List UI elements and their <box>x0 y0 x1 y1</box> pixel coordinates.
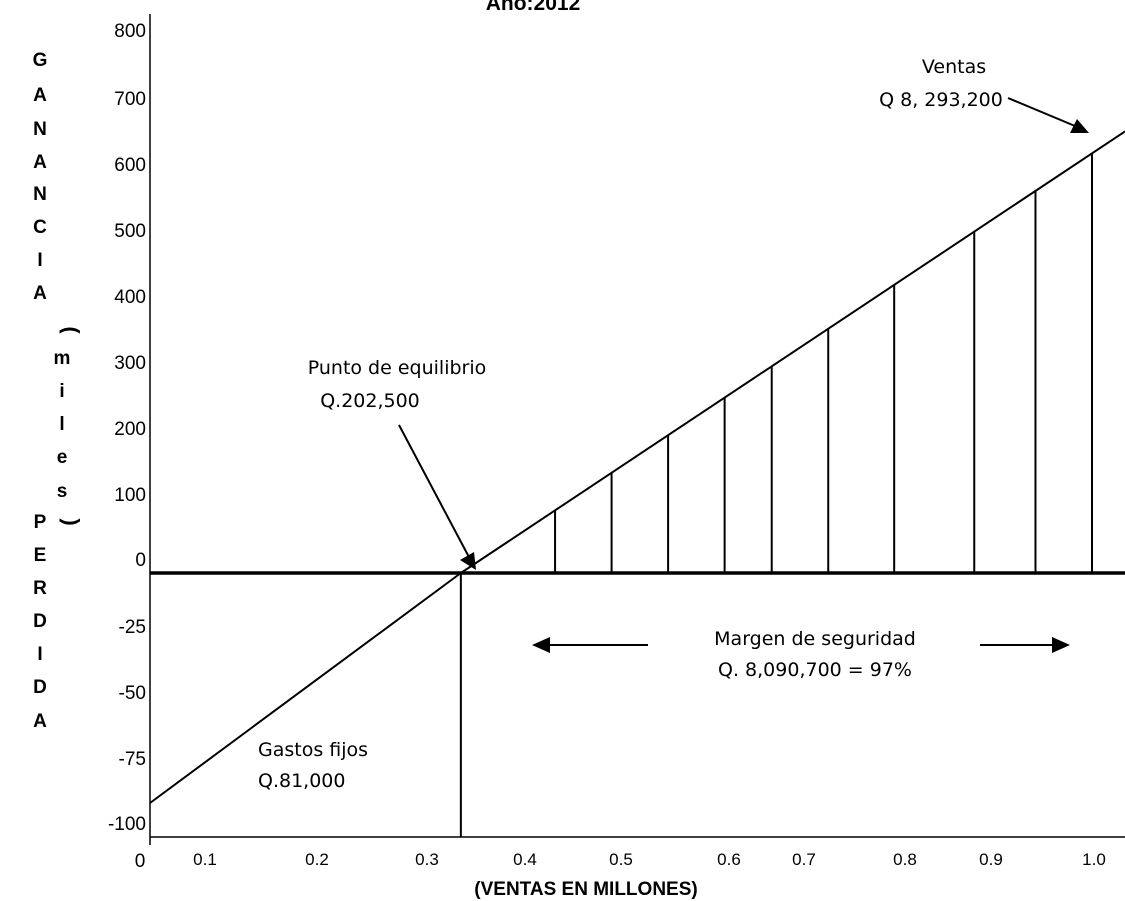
y-tick-label: -50 <box>119 683 146 704</box>
x-tick-label: 0.7 <box>792 850 816 869</box>
x-tick-label: 0.3 <box>415 850 439 869</box>
break-even-label: Punto de equilibrio <box>308 357 487 379</box>
sales-annotation: Ventas Q 8, 293,200 <box>879 56 1089 133</box>
y-label-letter: e <box>57 447 68 468</box>
y-label-letter: E <box>34 545 47 566</box>
y-label-paren-close: ) <box>59 518 84 525</box>
fixed-costs-value: Q.81,000 <box>258 770 345 792</box>
y-label-letter: A <box>33 152 47 173</box>
x-tick-label: 0.8 <box>893 850 917 869</box>
safety-margin-annotation: Margen de seguridad Q. 8,090,700 = 97% <box>532 628 1070 681</box>
y-label-letter: C <box>33 217 47 238</box>
y-label-letter: A <box>33 85 47 106</box>
chart-title: Año:2012 <box>486 0 581 15</box>
break-even-arrow-head <box>460 552 476 570</box>
y-tick-label: 0 <box>135 550 146 571</box>
y-tick-label: 500 <box>114 221 146 242</box>
x-origin-label: 0 <box>135 851 146 872</box>
y-tick-label: 100 <box>114 485 146 506</box>
y-label-letter: G <box>33 50 48 71</box>
break-even-value: Q.202,500 <box>320 390 420 412</box>
y-label-letter: A <box>33 283 47 304</box>
sales-arrow <box>1007 97 1076 127</box>
x-tick-label: 0.2 <box>305 850 329 869</box>
profit-line <box>460 130 1125 574</box>
margin-value: Q. 8,090,700 = 97% <box>718 659 912 681</box>
x-tick-label: 0.9 <box>979 850 1003 869</box>
y-label-letter: D <box>33 677 47 698</box>
y-tick-label: 700 <box>114 89 146 110</box>
x-tick-label: 0.4 <box>513 850 537 869</box>
break-even-arrow <box>398 424 471 560</box>
y-tick-label: -25 <box>119 617 146 638</box>
sales-label: Ventas <box>922 56 986 78</box>
fixed-costs-annotation: Gastos fijos Q.81,000 <box>258 739 368 792</box>
sales-value: Q 8, 293,200 <box>879 89 1003 111</box>
y-tick-label: 300 <box>114 353 146 374</box>
y-label-letter: s <box>57 481 68 502</box>
sales-arrow-head <box>1070 119 1089 133</box>
y-tick-label: 800 <box>114 21 146 42</box>
fixed-costs-label: Gastos fijos <box>258 739 368 761</box>
y-label-letter: i <box>59 381 64 402</box>
y-tick-label: -75 <box>119 749 146 770</box>
y-tick-label: -100 <box>108 814 146 835</box>
margin-label: Margen de seguridad <box>714 628 916 650</box>
break-even-annotation: Punto de equilibrio Q.202,500 <box>308 357 487 570</box>
x-axis-label: (VENTAS EN MILLONES) <box>474 879 697 900</box>
y-label-letter: R <box>33 578 47 599</box>
x-tick-labels: 0.1 0.2 0.3 0.4 0.5 0.6 0.7 0.8 0.9 1.0 <box>193 850 1106 869</box>
y-tick-label: 400 <box>114 287 146 308</box>
y-label-letter: P <box>34 512 47 533</box>
y-label-letter: N <box>33 184 47 205</box>
y-label-paren-open: ( <box>59 326 84 334</box>
x-tick-label: 0.6 <box>717 850 741 869</box>
y-label-letter: N <box>33 119 47 140</box>
x-tick-label: 0.1 <box>193 850 217 869</box>
y-label-letter: D <box>33 611 47 632</box>
y-label-letter: I <box>37 644 42 665</box>
y-label-letter: l <box>59 414 64 435</box>
y-label-letter: A <box>33 711 47 732</box>
margin-arrow-left-head <box>532 637 550 653</box>
x-tick-label: 0.5 <box>609 850 633 869</box>
margin-arrow-right-head <box>1052 637 1070 653</box>
y-tick-label: 600 <box>114 155 146 176</box>
y-tick-labels: 800 700 600 500 400 300 200 100 0 -25 -50 -75 -100 <box>108 21 146 835</box>
series-layer <box>149 130 1125 837</box>
y-tick-label: 200 <box>114 419 146 440</box>
loss-line <box>149 572 462 804</box>
y-label-letter: m <box>54 348 71 369</box>
y-label-letter: I <box>37 250 42 271</box>
x-tick-label: 1.0 <box>1082 850 1106 869</box>
